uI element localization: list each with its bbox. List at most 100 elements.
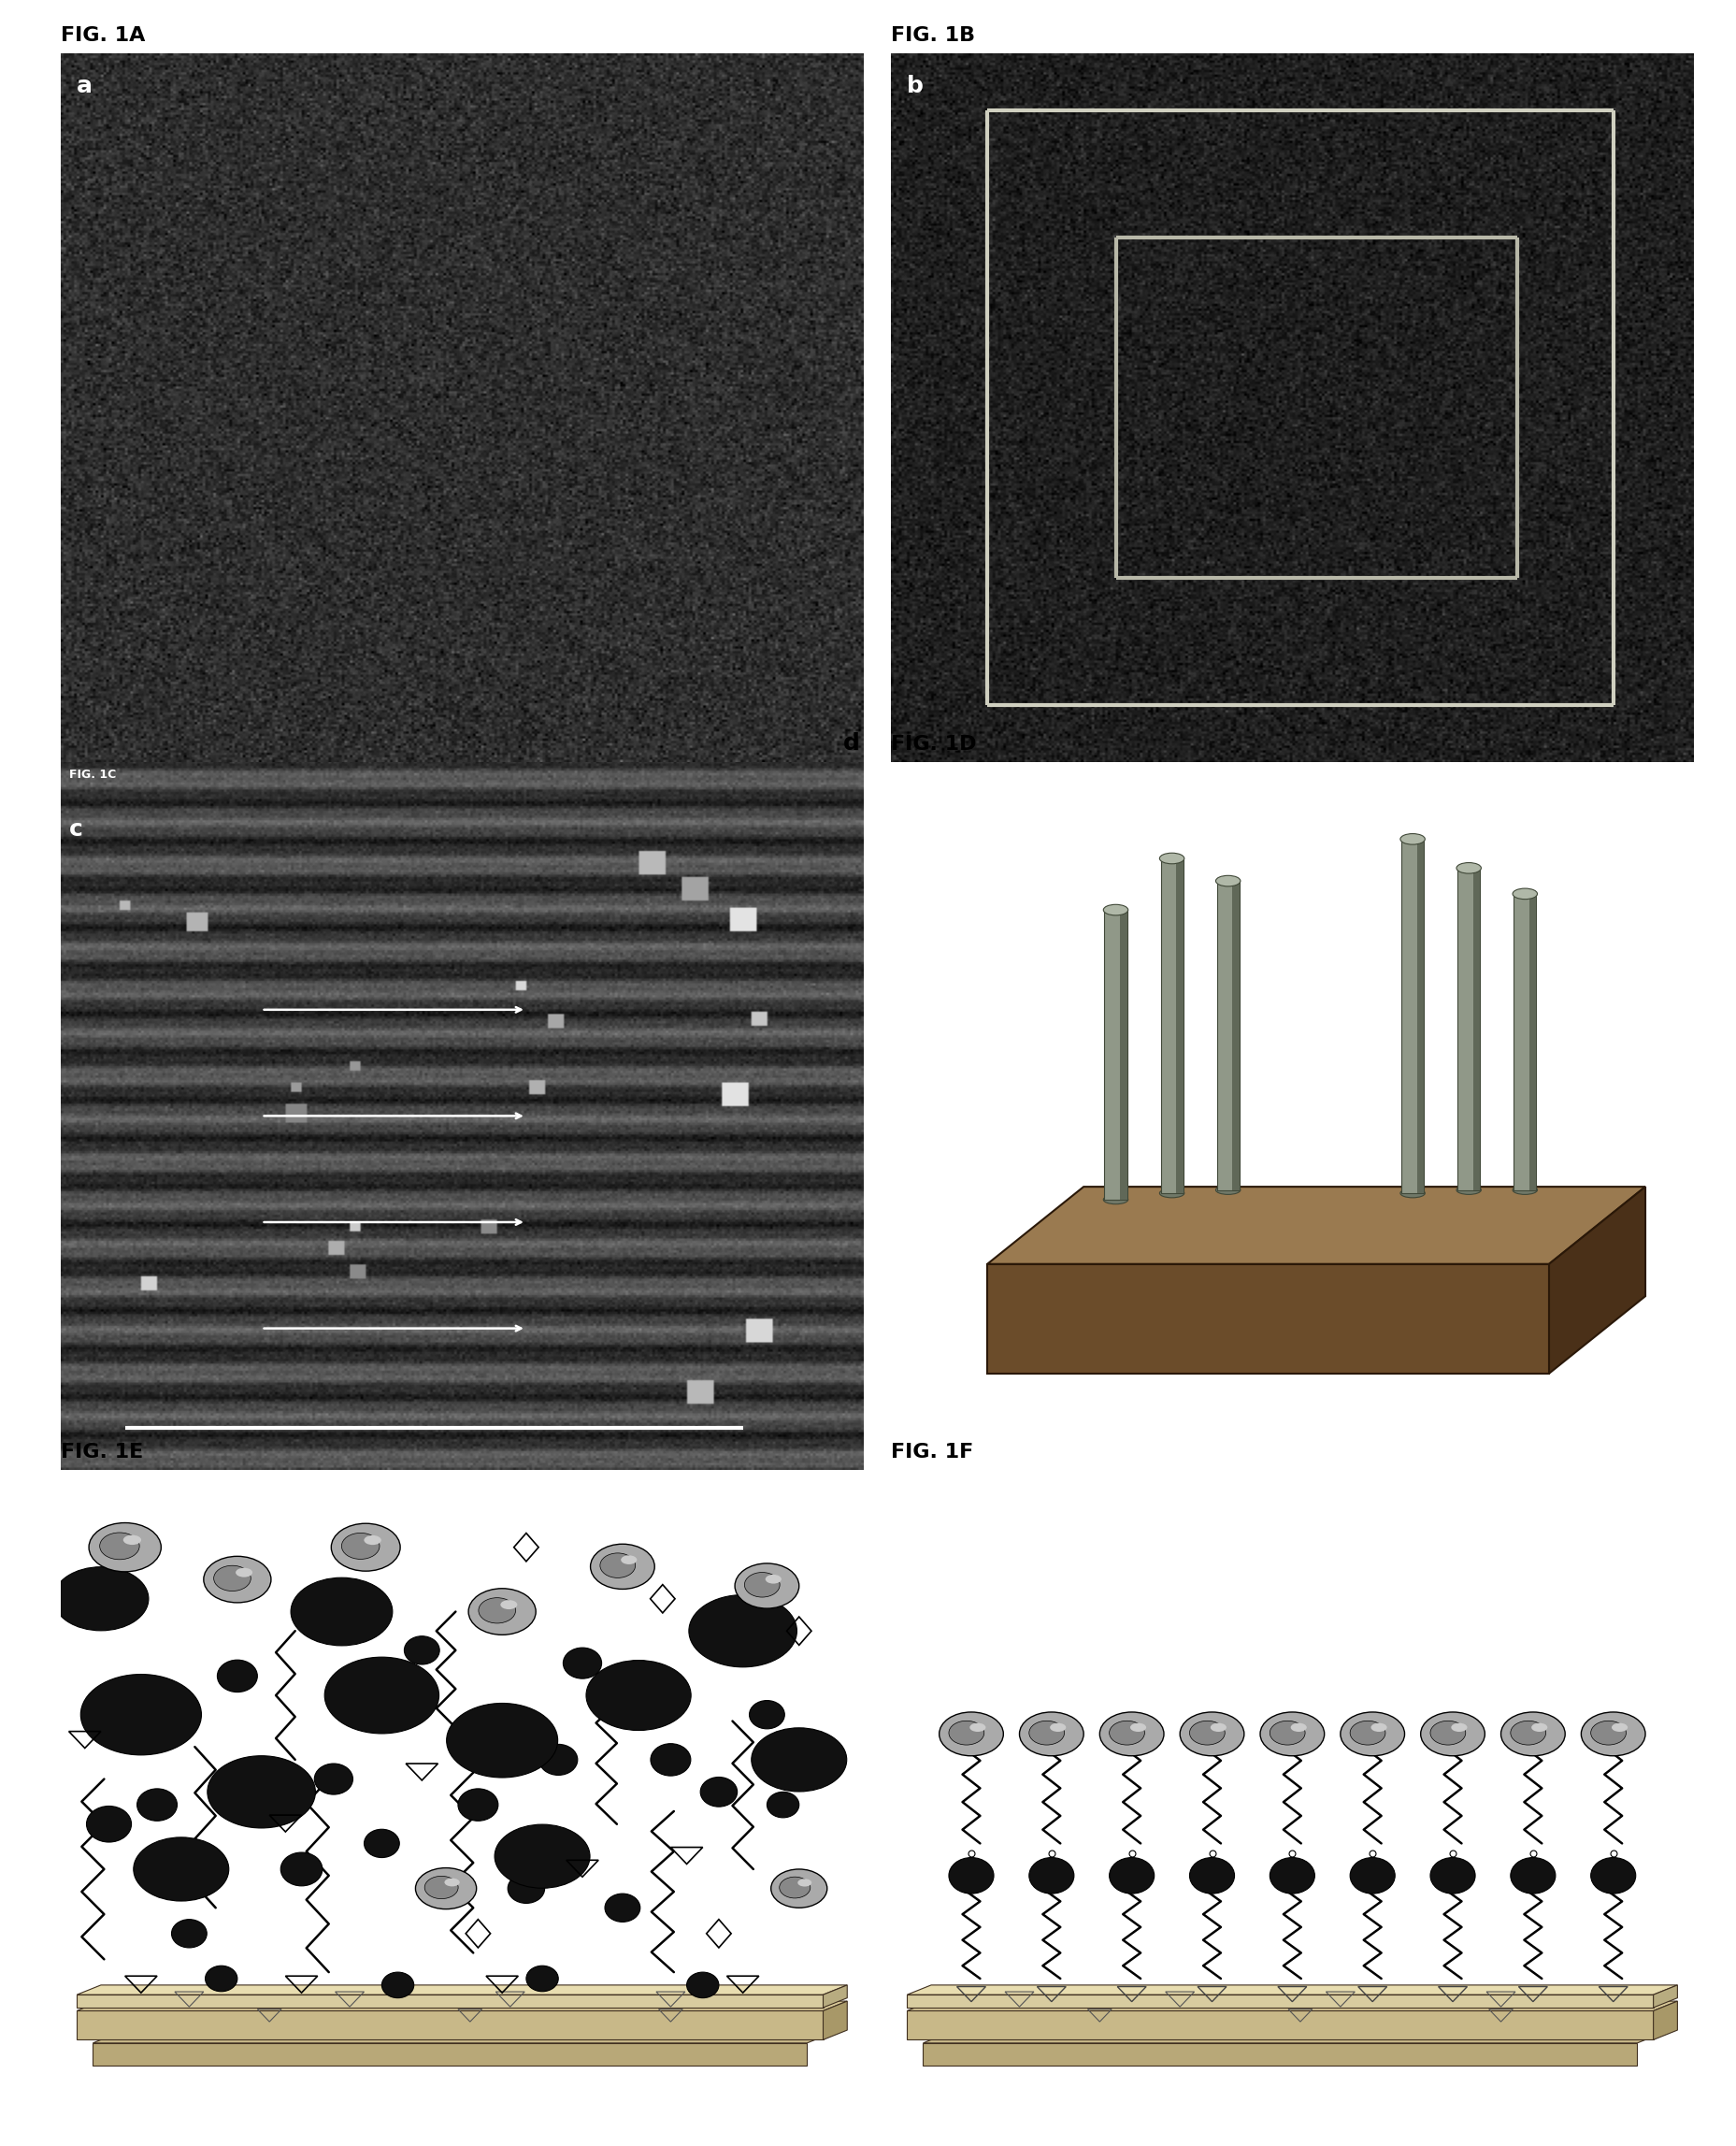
Bar <box>1175 858 1182 1193</box>
Circle shape <box>1028 1858 1073 1893</box>
Ellipse shape <box>1028 1721 1064 1745</box>
Polygon shape <box>986 1187 1644 1264</box>
Ellipse shape <box>446 1704 557 1777</box>
Polygon shape <box>922 2043 1637 2064</box>
Ellipse shape <box>424 1876 458 1899</box>
Ellipse shape <box>969 1723 986 1732</box>
Polygon shape <box>1653 1985 1677 2009</box>
Bar <box>1217 882 1240 1189</box>
Circle shape <box>1429 1858 1474 1893</box>
Ellipse shape <box>766 1575 781 1584</box>
Polygon shape <box>906 1985 1677 1996</box>
Ellipse shape <box>207 1755 316 1828</box>
Ellipse shape <box>342 1532 380 1560</box>
Ellipse shape <box>1215 1185 1240 1195</box>
Text: FIG. 1E: FIG. 1E <box>61 1442 142 1461</box>
Circle shape <box>404 1635 439 1665</box>
Bar <box>1120 910 1127 1200</box>
Ellipse shape <box>325 1657 439 1734</box>
Bar <box>1514 895 1535 1189</box>
Text: d: d <box>842 732 859 755</box>
Circle shape <box>604 1893 641 1923</box>
Circle shape <box>217 1661 257 1691</box>
Ellipse shape <box>752 1728 845 1792</box>
Ellipse shape <box>332 1524 399 1571</box>
Ellipse shape <box>479 1599 516 1622</box>
Ellipse shape <box>1189 1721 1224 1745</box>
Circle shape <box>700 1777 736 1807</box>
Ellipse shape <box>123 1534 141 1545</box>
Ellipse shape <box>1049 1723 1066 1732</box>
Circle shape <box>281 1852 323 1886</box>
Ellipse shape <box>1531 1723 1547 1732</box>
Ellipse shape <box>734 1562 799 1610</box>
Ellipse shape <box>1429 1721 1465 1745</box>
Ellipse shape <box>1102 1195 1127 1204</box>
Ellipse shape <box>500 1601 517 1610</box>
Ellipse shape <box>1512 1185 1536 1195</box>
Ellipse shape <box>495 1824 590 1888</box>
Ellipse shape <box>365 1534 380 1545</box>
Bar <box>1160 858 1182 1193</box>
Circle shape <box>205 1966 238 1991</box>
Polygon shape <box>92 2037 823 2043</box>
Ellipse shape <box>1260 1713 1323 1755</box>
Polygon shape <box>76 1996 823 2009</box>
Circle shape <box>365 1828 399 1858</box>
Polygon shape <box>986 1264 1549 1373</box>
Ellipse shape <box>1611 1723 1627 1732</box>
Polygon shape <box>906 2011 1653 2039</box>
Circle shape <box>507 1873 545 1904</box>
Ellipse shape <box>1512 888 1536 899</box>
Ellipse shape <box>948 1721 984 1745</box>
Circle shape <box>767 1792 799 1818</box>
Text: FIG. 1A: FIG. 1A <box>61 26 146 45</box>
Ellipse shape <box>1590 1721 1625 1745</box>
Ellipse shape <box>444 1878 460 1886</box>
Circle shape <box>651 1743 691 1775</box>
Polygon shape <box>76 2000 847 2011</box>
Text: FIG. 1D: FIG. 1D <box>891 734 976 753</box>
Ellipse shape <box>1370 1723 1387 1732</box>
Ellipse shape <box>203 1556 271 1603</box>
Text: FIG. 1F: FIG. 1F <box>891 1442 972 1461</box>
Ellipse shape <box>1179 1713 1243 1755</box>
Ellipse shape <box>1210 1723 1226 1732</box>
Bar <box>1401 839 1424 1193</box>
Polygon shape <box>823 1985 847 2009</box>
Ellipse shape <box>779 1878 811 1897</box>
Circle shape <box>1510 1858 1555 1893</box>
Ellipse shape <box>1109 1721 1144 1745</box>
Circle shape <box>1109 1858 1154 1893</box>
Polygon shape <box>92 2043 807 2064</box>
Polygon shape <box>906 2000 1677 2011</box>
Circle shape <box>87 1807 132 1841</box>
Ellipse shape <box>1269 1721 1304 1745</box>
Ellipse shape <box>134 1837 229 1901</box>
Ellipse shape <box>797 1880 811 1886</box>
Text: a: a <box>76 75 92 97</box>
Polygon shape <box>1549 1187 1644 1373</box>
Circle shape <box>526 1966 557 1991</box>
Circle shape <box>948 1858 993 1893</box>
Circle shape <box>538 1745 578 1775</box>
Ellipse shape <box>214 1567 250 1590</box>
Ellipse shape <box>1500 1713 1564 1755</box>
Bar <box>1457 869 1479 1189</box>
Ellipse shape <box>1340 1713 1404 1755</box>
Ellipse shape <box>1580 1713 1644 1755</box>
Circle shape <box>172 1919 207 1949</box>
Ellipse shape <box>1457 1185 1481 1195</box>
Circle shape <box>1590 1858 1635 1893</box>
Ellipse shape <box>599 1554 635 1577</box>
Bar <box>1417 839 1424 1193</box>
Text: b: b <box>906 75 924 97</box>
Ellipse shape <box>1019 1713 1083 1755</box>
Polygon shape <box>76 1985 847 1996</box>
Ellipse shape <box>1510 1721 1545 1745</box>
Ellipse shape <box>80 1674 201 1755</box>
Circle shape <box>137 1790 177 1820</box>
Ellipse shape <box>1290 1723 1305 1732</box>
Ellipse shape <box>1215 876 1240 886</box>
Ellipse shape <box>745 1573 779 1597</box>
